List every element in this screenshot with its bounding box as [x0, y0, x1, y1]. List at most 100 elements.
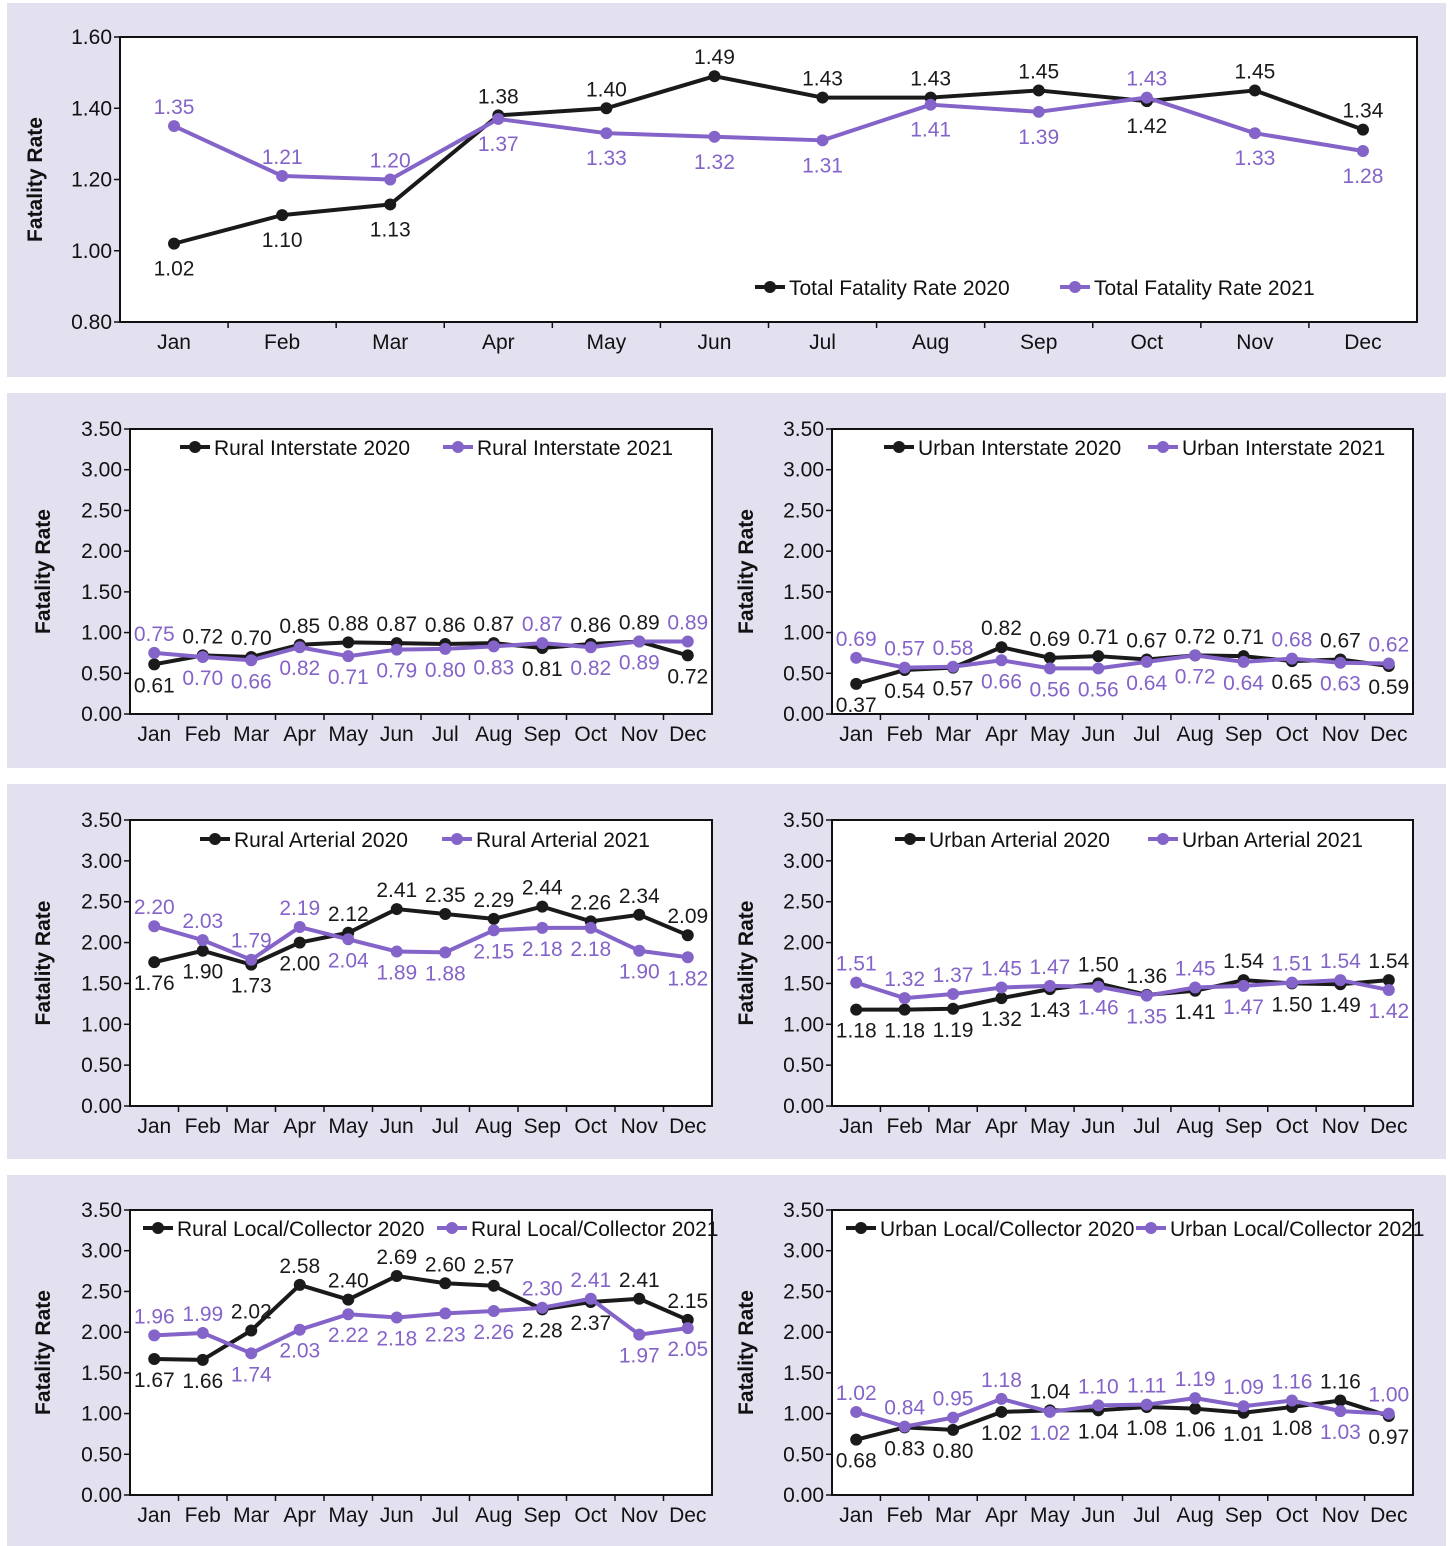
- y-tick-label: 1.00: [81, 1403, 122, 1426]
- series-line-2021: [855, 1396, 1389, 1429]
- x-tick-label: Jan: [137, 1115, 171, 1138]
- data-label-2021: 0.72: [1175, 665, 1216, 688]
- legend-item-2021: Rural Local/Collector 2021: [437, 1218, 718, 1241]
- y-tick-label: 1.40: [71, 97, 112, 120]
- data-point-2021: [633, 635, 646, 648]
- data-label-2020: 1.18: [884, 1020, 925, 1043]
- data-point-2020: [947, 1423, 960, 1436]
- data-label-2021: 1.43: [1126, 68, 1167, 91]
- plot-area: [129, 819, 713, 1107]
- x-tick-label: Sep: [524, 1115, 561, 1138]
- y-tick-label: 1.50: [783, 972, 824, 995]
- data-label-2021: 2.20: [134, 896, 175, 919]
- data-point-2021: [1382, 1407, 1395, 1420]
- x-tick-label: Feb: [887, 1115, 923, 1138]
- data-point-2020: [1356, 123, 1369, 136]
- data-point-2020: [995, 1405, 1008, 1418]
- x-tick-label: Jun: [1081, 1504, 1115, 1527]
- data-point-2020: [1189, 1402, 1202, 1415]
- data-point-2021: [681, 635, 694, 648]
- data-label-2020: 0.86: [425, 614, 466, 637]
- y-tick-label: 2.50: [81, 499, 122, 522]
- x-tick-label: Nov: [1322, 1115, 1360, 1138]
- data-label-2021: 1.37: [478, 133, 519, 156]
- data-label-2021: 1.79: [231, 930, 272, 953]
- data-point-2020: [342, 636, 355, 649]
- data-label-2020: 1.45: [1234, 60, 1275, 83]
- data-label-2020: 1.06: [1175, 1419, 1216, 1442]
- legend-marker: [189, 441, 201, 453]
- data-label-2020: 1.40: [586, 78, 627, 101]
- series-line-2020: [855, 1398, 1390, 1442]
- data-point-2020: [633, 1292, 646, 1305]
- data-point-2020: [1382, 974, 1395, 987]
- legend-label: Urban Interstate 2021: [1182, 437, 1385, 460]
- data-label-2021: 1.88: [425, 962, 466, 985]
- data-point-2020: [390, 1269, 403, 1282]
- data-label-2020: 1.38: [478, 85, 519, 108]
- data-label-2021: 0.63: [1320, 673, 1361, 696]
- data-point-2021: [276, 169, 289, 182]
- x-tick-label: Apr: [283, 1115, 316, 1138]
- data-point-2020: [633, 908, 646, 921]
- data-label-2021: 2.26: [473, 1321, 514, 1344]
- data-label-2020: 1.02: [154, 258, 195, 281]
- data-point-2021: [1334, 656, 1347, 669]
- data-point-2021: [898, 992, 911, 1005]
- data-label-2021: 0.83: [473, 656, 514, 679]
- x-tick-label: Jul: [432, 1115, 459, 1138]
- data-label-2020: 1.49: [694, 46, 735, 69]
- data-label-2020: 0.82: [981, 617, 1022, 640]
- data-label-2020: 0.69: [1029, 628, 1070, 651]
- data-point-2021: [196, 934, 209, 947]
- series-line-2021: [855, 978, 1390, 1001]
- data-point-2020: [196, 1353, 209, 1366]
- x-tick-label: Aug: [1176, 1504, 1213, 1527]
- data-point-2020: [168, 237, 181, 250]
- data-point-2020: [148, 658, 161, 671]
- data-label-2021: 0.57: [884, 638, 925, 661]
- x-tick-label: Jan: [839, 1115, 873, 1138]
- y-tick-label: 3.50: [81, 809, 122, 832]
- y-tick-label: 0.00: [81, 1484, 122, 1507]
- y-tick-label: 1.00: [81, 1013, 122, 1036]
- data-point-2021: [439, 1307, 452, 1320]
- data-point-2021: [1356, 145, 1369, 157]
- data-point-2021: [245, 953, 258, 966]
- data-point-2021: [898, 1420, 911, 1433]
- legend-item-2020: Total Fatality Rate 2020: [755, 277, 1010, 300]
- data-label-2020: 0.57: [933, 678, 974, 701]
- data-point-2021: [293, 641, 306, 654]
- x-tick-label: Feb: [185, 1504, 221, 1527]
- legend-item-2021: Urban Interstate 2021: [1148, 437, 1385, 460]
- data-label-2021: 1.54: [1320, 950, 1361, 973]
- data-label-2021: 0.75: [134, 623, 175, 646]
- data-point-2021: [1334, 974, 1347, 987]
- data-label-2020: 2.40: [328, 1270, 369, 1293]
- data-point-2021: [148, 920, 161, 933]
- x-tick-label: Dec: [1370, 1504, 1407, 1527]
- data-label-2020: 1.04: [1078, 1420, 1119, 1443]
- y-axis-label: Fatality Rate: [735, 509, 758, 634]
- y-tick-label: 1.50: [783, 1362, 824, 1385]
- y-tick-label: 3.50: [81, 418, 122, 441]
- data-label-2021: 2.19: [279, 897, 320, 920]
- x-tick-label: Jul: [1133, 1504, 1160, 1527]
- data-label-2021: 0.64: [1223, 672, 1264, 695]
- x-tick-label: Jun: [698, 331, 732, 354]
- legend-item-2021: Urban Local/Collector 2021: [1136, 1218, 1424, 1241]
- y-tick-label: 1.60: [71, 26, 112, 49]
- y-tick-label: 0.50: [783, 1054, 824, 1077]
- y-tick-label: 2.00: [81, 540, 122, 563]
- data-point-2020: [439, 1277, 452, 1290]
- data-label-2021: 1.28: [1343, 165, 1384, 188]
- data-label-2020: 2.12: [328, 903, 369, 926]
- data-label-2020: 1.41: [1175, 1001, 1216, 1024]
- x-tick-label: Apr: [985, 723, 1018, 746]
- x-tick-label: Jan: [157, 331, 191, 354]
- data-point-2021: [584, 1292, 597, 1305]
- chart-2: 0.00 0.50 1.00 1.50 2.00 2.50 3.00 3.50 Jan Feb Ma…: [32, 418, 713, 746]
- y-axis-label: Fatality Rate: [32, 1290, 55, 1415]
- data-label-2020: 1.66: [182, 1370, 223, 1393]
- legend-label: Rural Local/Collector 2020: [177, 1218, 424, 1241]
